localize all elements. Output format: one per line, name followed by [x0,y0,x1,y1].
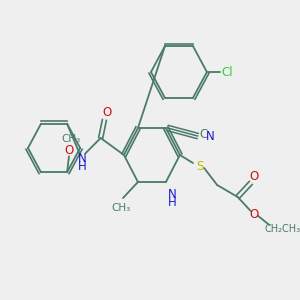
Text: C: C [199,128,207,142]
Text: O: O [250,208,259,221]
Text: O: O [64,144,74,157]
Text: O: O [103,106,112,119]
Text: O: O [250,170,259,184]
Text: CH₃: CH₃ [112,203,131,213]
Text: Cl: Cl [222,65,233,79]
Text: CH₂CH₃: CH₂CH₃ [264,224,300,234]
Text: N: N [78,152,86,164]
Text: CH₃: CH₃ [61,134,80,144]
Text: H: H [78,160,86,173]
Text: N: N [206,130,215,143]
Text: N: N [168,188,177,200]
Text: S: S [197,160,204,173]
Text: H: H [168,196,177,209]
